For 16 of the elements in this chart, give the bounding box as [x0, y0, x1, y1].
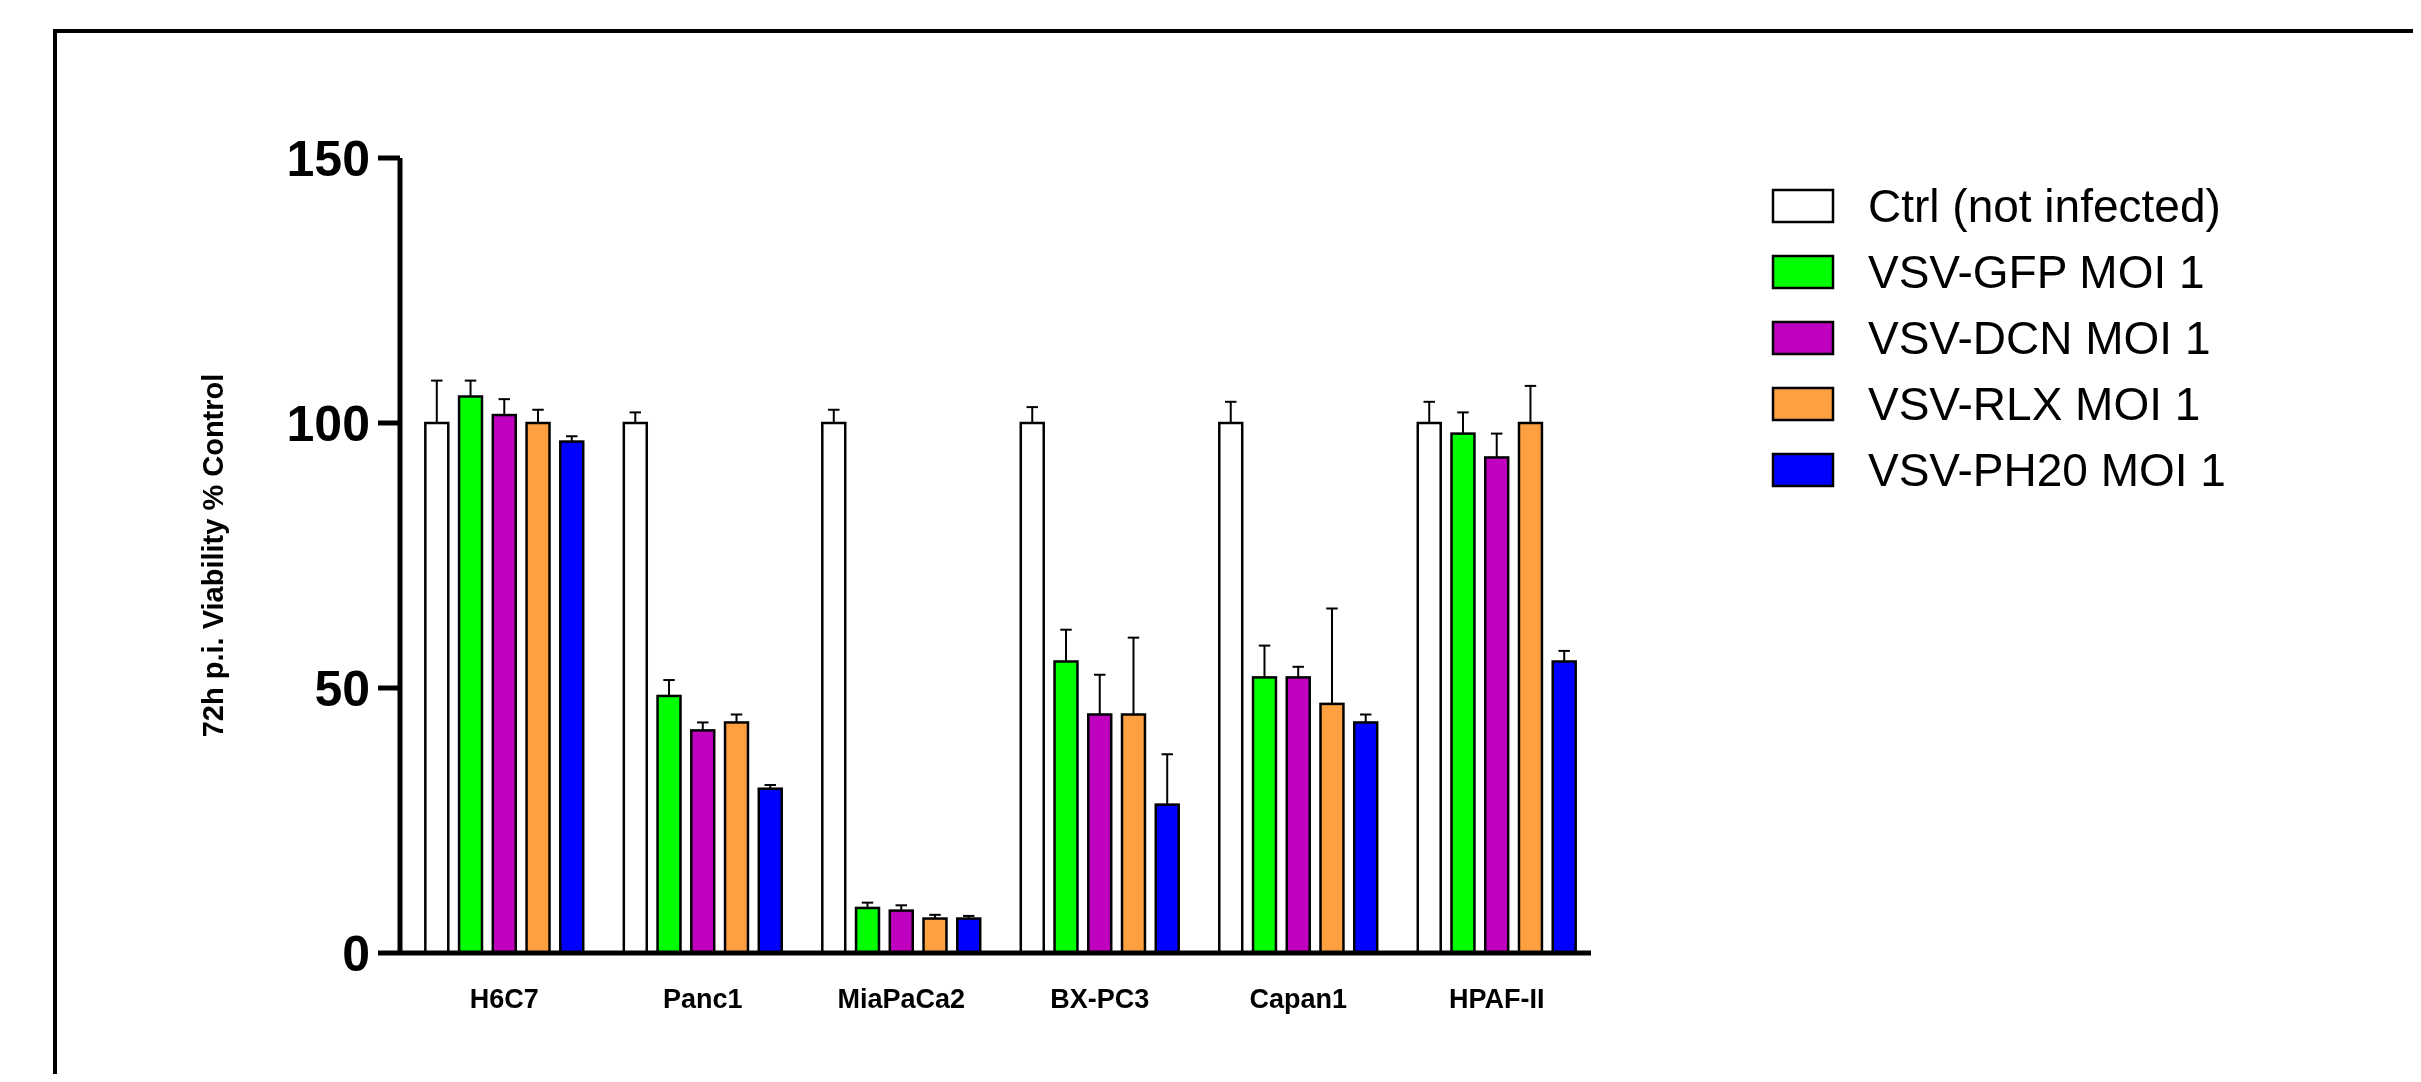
y-tick-label: 150 [286, 130, 370, 187]
legend-label: VSV-GFP MOI 1 [1868, 246, 2205, 299]
legend-label: VSV-DCN MOI 1 [1868, 312, 2211, 365]
y-tick-label: 0 [342, 925, 370, 982]
x-tick-label: MiaPaCa2 [837, 984, 966, 1014]
y-tick-label: 100 [286, 395, 370, 452]
x-tick-label: H6C7 [469, 984, 539, 1014]
x-tick-label: Panc1 [662, 984, 743, 1014]
y-axis-title: 72h p.i. Viability % Control [197, 373, 229, 738]
y-tick-label: 50 [314, 660, 370, 717]
x-tick-label: Capan1 [1249, 984, 1347, 1014]
x-tick-label: BX-PC3 [1050, 984, 1150, 1014]
legend-label: VSV-PH20 MOI 1 [1868, 444, 2226, 497]
legend-label: VSV-RLX MOI 1 [1868, 378, 2201, 431]
legend-label: Ctrl (not infected) [1868, 180, 2221, 233]
x-tick-label: HPAF-II [1448, 984, 1545, 1014]
